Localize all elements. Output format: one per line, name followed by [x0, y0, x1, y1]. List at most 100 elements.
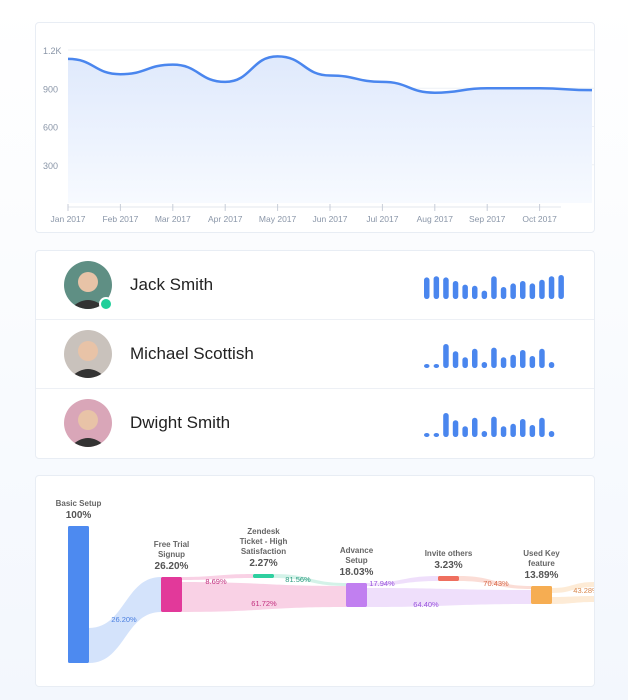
activity-bar — [472, 348, 478, 368]
link-label: 61.72% — [251, 599, 277, 608]
sankey-node — [438, 576, 459, 581]
link-label: 26.20% — [111, 615, 137, 624]
activity-bar — [529, 425, 536, 437]
activity-bar — [558, 275, 564, 299]
activity-bar — [491, 416, 497, 437]
x-tick-label: Jan 2017 — [51, 214, 86, 224]
node-value: 13.89% — [525, 570, 559, 581]
area-fill — [68, 56, 592, 203]
activity-bar — [548, 276, 555, 299]
node-value: 2.27% — [249, 558, 277, 569]
user-row[interactable]: Dwight Smith — [36, 389, 594, 457]
node-value: 3.23% — [434, 560, 462, 571]
activity-bar — [491, 347, 497, 368]
activity-bar — [500, 426, 507, 437]
activity-bar — [510, 354, 516, 368]
x-tick-label: Feb 2017 — [102, 214, 138, 224]
link-band — [552, 596, 594, 604]
x-tick-label: Oct 2017 — [522, 214, 557, 224]
activity-bar — [443, 277, 449, 299]
x-tick-label: Jun 2017 — [313, 214, 348, 224]
activity-bar — [529, 283, 536, 299]
node-label: Signup — [158, 550, 185, 559]
activity-bar — [462, 357, 468, 368]
avatar — [64, 330, 112, 378]
link-band — [459, 576, 531, 589]
user-name: Dwight Smith — [130, 413, 231, 432]
activity-bar — [424, 433, 430, 437]
x-tick-label: Aug 2017 — [417, 214, 454, 224]
link-band — [89, 577, 161, 663]
activity-bar — [433, 364, 440, 368]
avatar-face — [78, 272, 98, 292]
node-label: Invite others — [425, 549, 473, 558]
node-label: Used Key — [523, 549, 560, 558]
activity-bar — [452, 351, 459, 368]
activity-bar — [433, 276, 440, 299]
node-value: 100% — [66, 510, 92, 521]
node-value: 26.20% — [155, 561, 189, 572]
activity-bar — [500, 287, 507, 299]
node-value: 18.03% — [340, 567, 374, 578]
activity-bar — [500, 357, 507, 368]
node-label: Satisfaction — [241, 547, 286, 556]
activity-sparkline — [424, 413, 555, 437]
node-label: Basic Setup — [56, 499, 102, 508]
trend-chart-card: 300 600 900 1.2K Jan 2017 Feb 2017 Mar 2017 Apr… — [35, 22, 595, 233]
activity-bar — [443, 344, 449, 368]
node-label: Setup — [345, 556, 367, 565]
x-tick-label: Apr 2017 — [208, 214, 243, 224]
activity-bar — [548, 362, 555, 368]
activity-bar — [520, 281, 526, 299]
activity-bar — [510, 283, 516, 299]
activity-bar — [520, 350, 526, 368]
activity-bar — [510, 423, 516, 437]
link-band — [367, 588, 531, 607]
user-activity-list: Jack Smith Michael Scottish Dwight Smith — [35, 250, 595, 459]
series-line — [67, 55, 593, 94]
activity-bar — [452, 420, 459, 437]
activity-bar — [452, 281, 459, 299]
link-label: 81.56% — [285, 575, 311, 584]
activity-bar — [481, 431, 488, 437]
activity-bar — [520, 419, 526, 437]
activity-bar — [433, 433, 440, 437]
activity-bar — [462, 284, 468, 299]
avatar-face — [78, 410, 98, 430]
sankey-node — [161, 577, 182, 612]
avatar-face — [78, 341, 98, 361]
activity-bar — [491, 276, 497, 299]
user-row[interactable]: Michael Scottish — [36, 320, 594, 389]
activity-bar — [481, 362, 488, 368]
node-label: feature — [528, 559, 555, 568]
link-label: 8.69% — [205, 577, 227, 586]
activity-bar — [462, 426, 468, 437]
activity-bar — [443, 413, 449, 437]
user-name: Jack Smith — [130, 275, 214, 294]
funnel-sankey-card: 100% Basic Setup 26.20% Free Trial Signup 2.2… — [35, 475, 595, 687]
sankey-node — [68, 526, 89, 663]
activity-bar — [539, 417, 545, 437]
activity-bar — [529, 356, 536, 368]
activity-bar — [539, 348, 545, 368]
activity-sparkline — [424, 344, 555, 368]
node-label: Advance — [340, 546, 374, 555]
node-label: Ticket - High — [240, 537, 288, 546]
x-tick-label: May 2017 — [259, 214, 297, 224]
avatar-body — [70, 369, 106, 378]
user-row[interactable]: Jack Smith — [36, 251, 594, 320]
user-name: Michael Scottish — [130, 344, 254, 363]
activity-bar — [424, 277, 430, 299]
x-tick-label: Mar 2017 — [155, 214, 191, 224]
y-tick-label: 1.2K — [43, 46, 62, 56]
link-band — [182, 574, 253, 580]
y-tick-label: 900 — [43, 84, 58, 94]
online-status-dot — [99, 297, 113, 311]
activity-bar — [548, 431, 555, 437]
activity-sparkline — [424, 275, 564, 299]
activity-bar — [472, 417, 478, 437]
node-label: Free Trial — [154, 540, 190, 549]
sankey-node — [253, 574, 274, 578]
link-band — [182, 582, 346, 612]
